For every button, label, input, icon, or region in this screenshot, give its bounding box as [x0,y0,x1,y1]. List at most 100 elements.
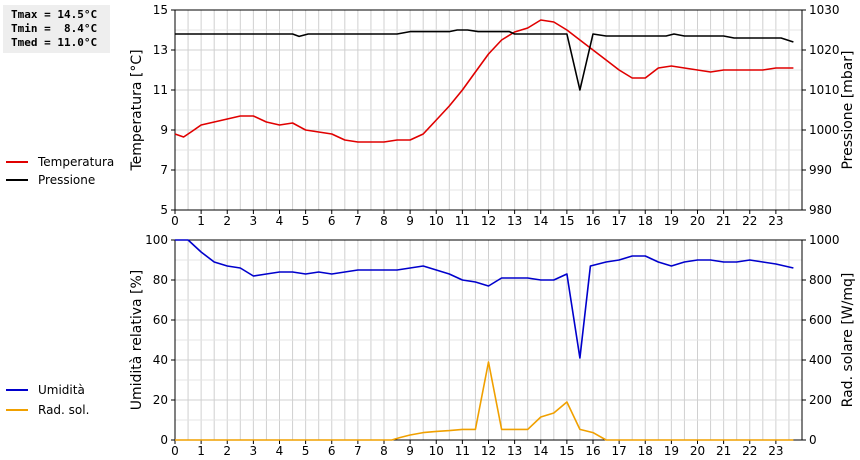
x-tick-label: 12 [481,214,496,228]
legend-swatch-umidita [6,388,28,391]
y-tick-label-right: 980 [809,203,832,217]
x-tick-label: 7 [354,444,362,458]
x-tick-label: 22 [742,214,757,228]
y-tick-label-right: 1020 [809,43,840,57]
x-tick-label: 19 [664,444,679,458]
series-line-rad-sol- [175,361,794,441]
x-tick-label: 17 [611,214,626,228]
x-tick-label: 1 [197,214,205,228]
x-tick-label: 14 [533,214,548,228]
x-tick-label: 18 [638,214,653,228]
legend-top: Temperatura Pressione [6,153,114,189]
y-axis-title-right: Rad. solare [W/mq] [840,273,856,408]
legend-label-pressione: Pressione [38,173,96,187]
x-tick-label: 10 [429,444,444,458]
x-tick-label: 21 [716,444,731,458]
y-tick-label-left: 9 [160,123,168,137]
y-tick-label-left: 5 [160,203,168,217]
x-tick-label: 13 [507,214,522,228]
legend-label-temperatura: Temperatura [38,155,115,169]
y-tick-label-left: 0 [160,433,168,447]
x-tick-label: 3 [250,214,258,228]
x-tick-label: 3 [250,444,258,458]
chart-temperature-pressure: 0 1 2 3 4 5 6 7 8 9 10 11 12 13 14 15 16 17 18 19 20 21 22 2357… [129,3,856,228]
x-tick-label: 9 [406,444,414,458]
y-tick-label-left: 11 [153,83,168,97]
series-line-temperatura [174,19,794,143]
y-tick-label-left: 7 [160,163,168,177]
x-tick-label: 0 [171,214,179,228]
legend-item-temperatura: Temperatura [6,153,114,171]
x-tick-label: 6 [328,214,336,228]
legend-label-radsol: Rad. sol. [38,403,90,417]
stat-tmin: Tmin = 8.4°C [11,22,98,35]
x-tick-label: 12 [481,444,496,458]
legend-swatch-radsol [6,409,28,411]
x-tick-label: 23 [768,214,783,228]
x-tick-label: 15 [559,444,574,458]
y-tick-label-left: 15 [153,3,168,17]
legend-swatch-pressione [6,179,28,181]
chart-humidity-radiation: 0 1 2 3 4 5 6 7 8 9 10 11 12 13 14 15 16 17 18 19 20 21 22 2302… [129,233,856,458]
x-tick-label: 5 [302,214,310,228]
x-tick-label: 11 [455,214,470,228]
legend-item-pressione: Pressione [6,171,114,189]
x-tick-label: 5 [302,444,310,458]
legend-bottom: Umidità Rad. sol. [6,378,89,419]
x-tick-label: 11 [455,444,470,458]
y-tick-label-right: 200 [809,393,832,407]
stat-tmax: Tmax = 14.5°C [11,8,98,21]
y-tick-label-right: 1000 [809,123,840,137]
y-tick-label-left: 80 [153,273,168,287]
y-axis-title-left: Umidità relativa [%] [129,270,145,411]
y-axis-title-left: Temperatura [°C] [129,49,145,171]
stat-tmed: Tmed = 11.0°C [11,36,98,49]
y-tick-label-right: 990 [809,163,832,177]
y-tick-label-right: 1010 [809,83,840,97]
y-tick-label-left: 13 [153,43,168,57]
y-tick-label-right: 800 [809,273,832,287]
y-tick-label-left: 20 [153,393,168,407]
x-tick-label: 19 [664,214,679,228]
y-tick-label-left: 40 [153,353,168,367]
x-tick-label: 4 [276,214,284,228]
y-tick-label-right: 1030 [809,3,840,17]
x-tick-label: 14 [533,444,548,458]
x-tick-label: 21 [716,214,731,228]
y-tick-label-left: 60 [153,313,168,327]
x-tick-label: 22 [742,444,757,458]
y-axis-title-right: Pressione [mbar] [840,50,856,169]
x-tick-label: 0 [171,444,179,458]
x-tick-label: 1 [197,444,205,458]
legend-label-umidita: Umidità [38,382,85,397]
series-line-umidit- [175,239,794,359]
x-tick-label: 16 [585,444,600,458]
x-tick-label: 9 [406,214,414,228]
legend-item-radsol: Rad. sol. [6,401,89,419]
x-tick-label: 2 [223,214,231,228]
x-tick-label: 18 [638,444,653,458]
x-tick-label: 16 [585,214,600,228]
y-tick-label-right: 0 [809,433,817,447]
x-tick-label: 8 [380,444,388,458]
y-tick-label-right: 1000 [809,233,840,247]
x-tick-label: 17 [611,444,626,458]
series-line-pressione [175,29,794,91]
legend-item-umidita: Umidità [6,378,89,401]
x-tick-label: 13 [507,444,522,458]
x-tick-label: 23 [768,444,783,458]
x-tick-label: 20 [690,444,705,458]
y-tick-label-left: 100 [145,233,168,247]
stats-box: Tmax = 14.5°C Tmin = 8.4°C Tmed = 11.0°C [3,5,110,53]
x-tick-label: 7 [354,214,362,228]
x-tick-label: 4 [276,444,284,458]
x-tick-label: 15 [559,214,574,228]
x-tick-label: 20 [690,214,705,228]
x-tick-label: 6 [328,444,336,458]
x-tick-label: 2 [223,444,231,458]
legend-swatch-temperatura [6,161,28,163]
y-tick-label-right: 400 [809,353,832,367]
y-tick-label-right: 600 [809,313,832,327]
x-tick-label: 8 [380,214,388,228]
